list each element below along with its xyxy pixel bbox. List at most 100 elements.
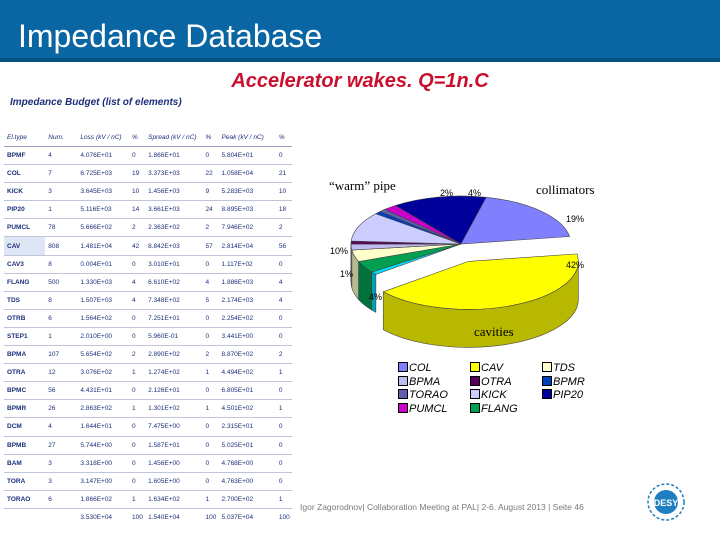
table-cell: 4 bbox=[45, 417, 78, 437]
table-cell: 3.645E+03 bbox=[77, 182, 130, 202]
table-cell: 1.058E+04 bbox=[218, 164, 276, 184]
table-cell: 4.501E+02 bbox=[218, 399, 276, 419]
table-cell: 0 bbox=[275, 146, 292, 166]
table-cell: 107 bbox=[45, 345, 78, 365]
table-cell: 5.116E+03 bbox=[77, 200, 130, 220]
table-cell: TORA bbox=[4, 472, 46, 491]
title-bar: Impedance Database bbox=[0, 0, 720, 62]
legend-swatch bbox=[470, 402, 480, 413]
legend-item: PIP20 bbox=[542, 389, 583, 402]
pie-chart-svg bbox=[350, 195, 579, 348]
slide-subtitle: Accelerator wakes. Q=1n.C bbox=[231, 70, 489, 92]
title-bar-edge bbox=[0, 58, 720, 62]
table-cell: 5 bbox=[202, 291, 219, 310]
total-cell: 100 bbox=[278, 513, 290, 521]
legend-item: BPMR bbox=[542, 375, 585, 389]
table-row: FLANG 500 1.330E+03 4 6.610E+02 4 1.886E+03 4 bbox=[4, 273, 292, 292]
table-row: CAV3 8 0.004E+01 0 3.010E+01 0 1.117E+02 0 bbox=[4, 255, 292, 274]
table-cell: OTRA bbox=[4, 363, 46, 383]
budget-table-title: Impedance Budget (list of elements) bbox=[10, 97, 182, 108]
legend-item: TORAO bbox=[398, 389, 448, 402]
table-cell: 6.805E+01 bbox=[218, 381, 276, 401]
legend-label: KICK bbox=[481, 389, 507, 401]
table-row: TDS 8 1.507E+03 4 7.348E+02 5 2.174E+03 4 bbox=[4, 291, 292, 310]
table-cell: 1.330E+03 bbox=[77, 273, 130, 292]
table-row: TORA 3 3.147E+00 0 1.605E+00 0 4.763E+00 0 bbox=[4, 472, 292, 491]
column-header: % bbox=[202, 128, 219, 147]
legend-swatch bbox=[398, 375, 408, 386]
table-cell: 1 bbox=[275, 490, 292, 509]
table-cell: 0 bbox=[275, 436, 292, 455]
table-row: OTRA 12 3.076E+02 1 1.274E+02 1 4.494E+02 1 bbox=[4, 363, 292, 383]
table-cell: 0 bbox=[202, 146, 219, 166]
table-cell: 2.010E+00 bbox=[77, 327, 130, 347]
table-cell: 2.174E+03 bbox=[218, 291, 276, 310]
legend-swatch bbox=[398, 362, 408, 372]
table-row: DCM 4 1.644E+01 0 7.475E+00 0 2.315E+01 0 bbox=[4, 417, 292, 437]
legend-label: TORAO bbox=[409, 389, 448, 401]
table-cell: 2 bbox=[275, 345, 292, 365]
slice-label-kick: 10% bbox=[330, 246, 349, 256]
table-cell: 3 bbox=[45, 454, 78, 473]
table-cell: CAV bbox=[4, 236, 46, 256]
chart-legend: COL BPMA TORAO PUMCL CAV OTRA KICK FLANG TDS BPMR… bbox=[398, 362, 608, 418]
table-cell: 0 bbox=[202, 436, 219, 455]
table-cell: FLANG bbox=[4, 273, 46, 292]
table-cell: 5.025E+01 bbox=[218, 436, 276, 455]
table-row: PIP20 1 5.116E+03 14 3.661E+03 24 8.895E+03 18 bbox=[4, 200, 292, 220]
legend-item: BPMA bbox=[398, 375, 441, 389]
table-cell: 0 bbox=[275, 417, 292, 437]
column-header: Peak (kV / nC) bbox=[218, 128, 276, 147]
table-cell: 7.348E+02 bbox=[145, 291, 203, 310]
legend-label: PUMCL bbox=[409, 402, 448, 415]
table-total-row: 3.530E+04 100 1.540E+04 100 5.037E+04 100 bbox=[4, 508, 292, 526]
slice-label-bpma: 2% bbox=[440, 188, 454, 198]
legend-label: OTRA bbox=[481, 375, 512, 388]
legend-item: KICK bbox=[470, 389, 507, 402]
table-row: STEP1 1 2.010E+00 0 5.960E-01 0 3.441E+00 0 bbox=[4, 327, 292, 347]
table-cell: 1 bbox=[129, 399, 146, 419]
pie-slice-col bbox=[460, 196, 571, 245]
table-row: PUMCL 78 5.666E+02 2 2.363E+02 2 7.946E+02 2 bbox=[4, 218, 292, 238]
table-cell: 1.301E+02 bbox=[145, 399, 203, 419]
table-cell: 0 bbox=[275, 255, 292, 274]
table-cell: 7 bbox=[45, 164, 78, 184]
table-row: BPMB 27 5.744E+00 0 1.587E+01 0 5.025E+01 0 bbox=[4, 436, 292, 455]
table-cell: 4 bbox=[275, 291, 292, 310]
table-cell: 10 bbox=[275, 182, 292, 202]
table-cell: TORAO bbox=[4, 490, 46, 509]
footer-text: Igor Zagorodnov| Collaboration Meeting a… bbox=[300, 502, 584, 512]
table-cell: 1.605E+00 bbox=[145, 472, 203, 491]
legend-swatch bbox=[542, 389, 552, 399]
total-cell: 3.530E+04 bbox=[80, 513, 113, 521]
table-row: BPMR 26 2.863E+02 1 1.301E+02 1 4.501E+02 1 bbox=[4, 399, 292, 419]
legend-swatch bbox=[398, 389, 408, 399]
table-cell: 0 bbox=[202, 472, 219, 491]
table-cell: 24 bbox=[202, 200, 219, 220]
total-cell: 100 bbox=[205, 513, 217, 521]
table-header-row: El.type Num. Loss (kV / nC)% Spread (kV / n… bbox=[4, 128, 292, 147]
table-cell: STEP1 bbox=[4, 327, 46, 347]
total-cell bbox=[4, 508, 45, 526]
legend-label: BPMA bbox=[409, 375, 441, 388]
table-cell: 3.661E+03 bbox=[145, 200, 203, 220]
table-cell: 12 bbox=[45, 363, 78, 383]
table-cell: 2 bbox=[202, 218, 219, 238]
cavities-label: cavities bbox=[474, 324, 514, 339]
table-cell: DCM bbox=[4, 417, 46, 437]
table-row: BAM 3 3.318E+00 0 1.456E+00 0 4.768E+00 0 bbox=[4, 454, 292, 473]
table-cell: 0 bbox=[275, 309, 292, 328]
table-cell: 19 bbox=[129, 164, 146, 184]
table-cell: 1.866E+01 bbox=[145, 146, 203, 166]
table-cell: 0 bbox=[202, 381, 219, 401]
table-cell: 0 bbox=[129, 381, 146, 401]
slice-label-flang: 4% bbox=[468, 188, 482, 198]
table-cell: PIP20 bbox=[4, 200, 46, 220]
column-header: Spread (kV / nC) bbox=[145, 128, 203, 147]
table-cell: 4.076E+01 bbox=[77, 146, 130, 166]
table-cell: 8 bbox=[45, 291, 78, 310]
total-cell: 5.037E+04 bbox=[221, 513, 254, 521]
table-cell: 4.431E+01 bbox=[77, 381, 130, 401]
table-cell: 7.475E+00 bbox=[145, 417, 203, 437]
table-cell: 1.274E+02 bbox=[145, 363, 203, 383]
